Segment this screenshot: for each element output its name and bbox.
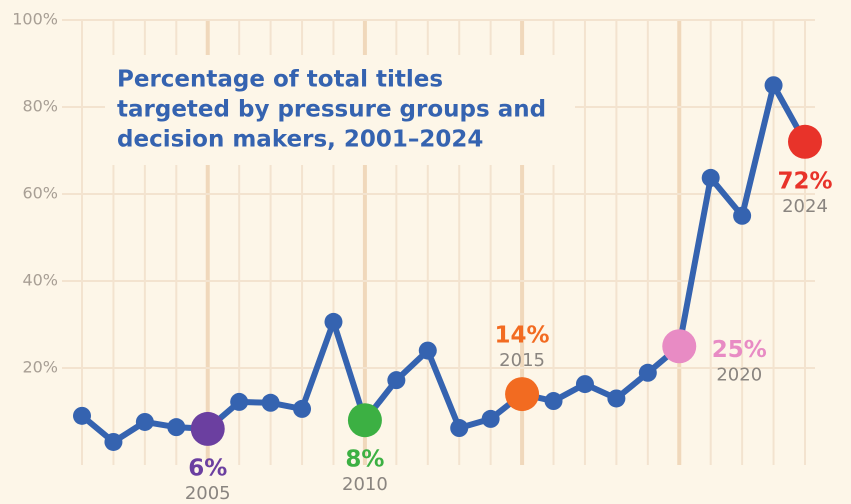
marker xyxy=(638,363,657,382)
value-label: 25% xyxy=(712,337,767,363)
value-label: 8% xyxy=(345,447,384,473)
marker xyxy=(293,399,312,418)
chart-title: Percentage of total titles xyxy=(117,67,443,93)
year-label: 2024 xyxy=(782,196,828,217)
marker xyxy=(73,406,91,425)
marker xyxy=(135,412,154,431)
marker xyxy=(167,418,186,437)
chart-title: targeted by pressure groups and xyxy=(117,97,546,123)
y-tick-label: 60% xyxy=(22,184,58,203)
marker xyxy=(481,409,500,428)
marker xyxy=(733,206,752,225)
year-label: 2005 xyxy=(185,483,231,504)
marker xyxy=(575,375,594,394)
y-tick-label: 80% xyxy=(22,97,58,116)
marker xyxy=(701,168,720,187)
marker xyxy=(230,392,249,411)
marker xyxy=(764,76,783,95)
title-background xyxy=(105,55,575,165)
year-label: 2010 xyxy=(342,474,388,495)
highlight-marker xyxy=(505,377,540,412)
highlight-marker xyxy=(190,411,225,446)
y-tick-label: 20% xyxy=(22,358,58,377)
chart-title: decision makers, 2001–2024 xyxy=(117,127,483,153)
marker xyxy=(104,432,123,451)
y-tick-label: 40% xyxy=(22,271,58,290)
highlight-marker xyxy=(662,329,697,364)
year-label: 2015 xyxy=(499,350,545,371)
value-label: 72% xyxy=(777,168,832,194)
highlight-marker xyxy=(788,124,822,159)
year-label: 2020 xyxy=(716,364,762,385)
y-tick-label: 100% xyxy=(12,10,58,29)
marker xyxy=(450,419,469,438)
marker xyxy=(418,341,437,360)
value-label: 14% xyxy=(495,323,550,349)
value-label: 6% xyxy=(188,455,227,481)
marker xyxy=(261,393,280,412)
marker xyxy=(607,389,626,408)
marker xyxy=(544,392,563,411)
marker xyxy=(387,371,406,390)
marker xyxy=(324,312,343,331)
highlight-marker xyxy=(347,403,382,438)
